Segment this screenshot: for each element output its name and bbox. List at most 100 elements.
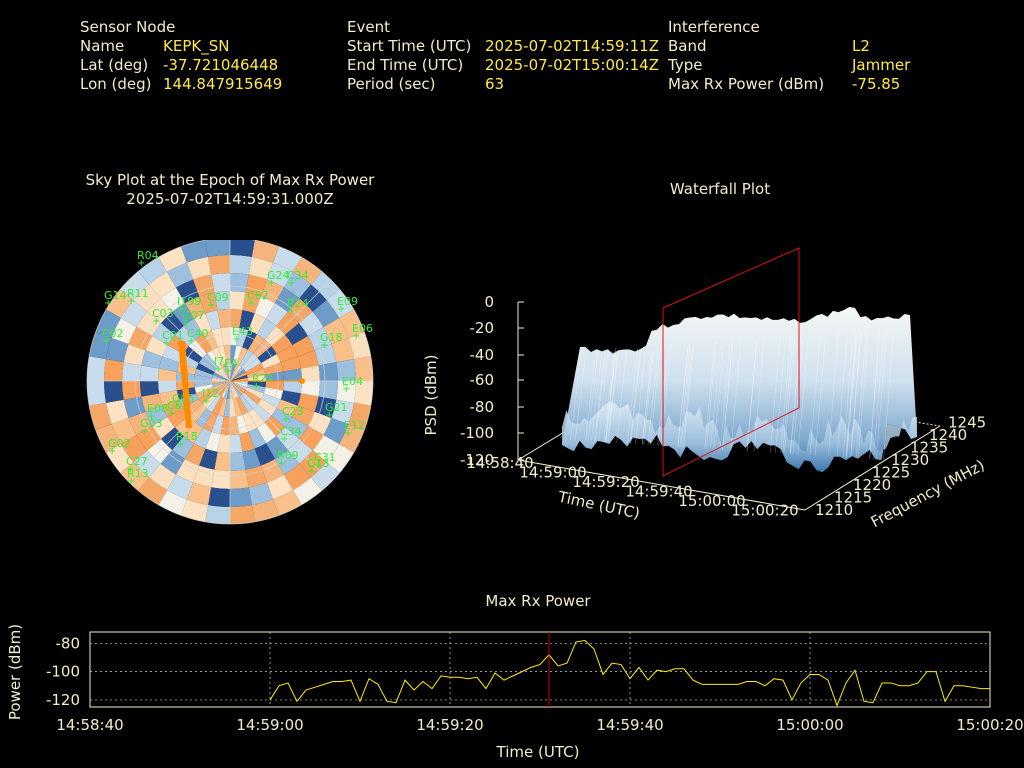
satellite-marker: + bbox=[287, 306, 295, 317]
waterfall-title: Waterfall Plot bbox=[669, 180, 771, 198]
sky-heatmap-cell bbox=[205, 310, 221, 331]
waterfall-streak bbox=[682, 346, 693, 448]
sky-heatmap-cell bbox=[230, 363, 237, 381]
event-period-label: Period (sec) bbox=[347, 75, 436, 93]
waterfall-x-tick: 14:59:00 bbox=[519, 464, 586, 482]
sky-heatmap-cell bbox=[323, 417, 349, 444]
sky-heatmap-cell bbox=[104, 381, 124, 403]
waterfall-x-tick: 15:00:20 bbox=[731, 502, 798, 520]
sky-heatmap-cell bbox=[140, 365, 160, 381]
sky-heatmap-cell bbox=[212, 396, 224, 415]
satellite-marker: + bbox=[102, 336, 110, 347]
waterfall-streak bbox=[846, 338, 858, 458]
sensor-lon-label: Lon (deg) bbox=[80, 75, 152, 93]
sky-heatmap-cell bbox=[230, 451, 246, 471]
sky-heatmap-cell bbox=[243, 357, 262, 372]
waterfall-z-tick: -100 bbox=[460, 424, 494, 442]
satellite-label: C34 bbox=[287, 269, 309, 282]
sky-heatmap-cell bbox=[214, 451, 230, 471]
sky-heatmap-cell bbox=[159, 390, 180, 406]
waterfall-x-tick: 14:58:40 bbox=[466, 454, 533, 472]
waterfall-z-tick: -40 bbox=[470, 346, 495, 364]
sky-heatmap-cell bbox=[276, 345, 298, 363]
sky-heatmap-cell bbox=[220, 416, 230, 435]
sky-heatmap-cell bbox=[194, 368, 214, 378]
sky-heatmap-cell bbox=[307, 411, 332, 435]
sky-heatmap-cell bbox=[260, 458, 284, 483]
waterfall-streak bbox=[680, 348, 692, 447]
satellite-marker: + bbox=[104, 298, 112, 309]
waterfall-streak bbox=[846, 334, 857, 458]
sky-heatmap-cell bbox=[214, 291, 230, 311]
sky-heatmap-cell bbox=[285, 323, 308, 345]
sky-heatmap-cell bbox=[103, 287, 134, 318]
waterfall-front-face bbox=[562, 401, 917, 473]
sky-heatmap-cell bbox=[87, 381, 106, 407]
satellite-marker: + bbox=[314, 460, 322, 471]
satellite-label: I7 bbox=[214, 355, 224, 368]
sky-heatmap-cell bbox=[214, 369, 230, 381]
sky-heatmap-cell bbox=[149, 271, 176, 299]
sky-heatmap-cell bbox=[230, 374, 248, 381]
bottom-x-tick: 15:00:20 bbox=[956, 716, 1023, 734]
sky-heatmap-cell bbox=[213, 381, 230, 390]
sky-heatmap-cell bbox=[233, 345, 243, 365]
sky-heatmap-cell bbox=[263, 387, 284, 400]
sky-heatmap-cell bbox=[167, 408, 189, 428]
sky-heatmap-cell bbox=[104, 359, 124, 381]
sky-heatmap-cell bbox=[248, 427, 266, 449]
sky-heatmap-cell bbox=[186, 482, 212, 506]
waterfall-streak bbox=[713, 345, 724, 450]
sky-heatmap-cell bbox=[300, 381, 320, 397]
sky-heatmap-cell bbox=[293, 477, 324, 508]
sky-heatmap-cell bbox=[246, 384, 266, 394]
waterfall-y-tick: 1230 bbox=[891, 451, 929, 469]
sky-heatmap-cell bbox=[198, 357, 217, 372]
sky-heatmap-cell bbox=[195, 408, 212, 428]
satellite-marker: + bbox=[172, 401, 180, 412]
sky-heatmap-cell bbox=[211, 327, 224, 348]
sky-heatmap-cell bbox=[275, 287, 300, 313]
satellite-marker: + bbox=[352, 331, 360, 342]
sky-heatmap-cell bbox=[230, 398, 237, 417]
satellite-label: G24 bbox=[267, 269, 290, 282]
sky-heatmap-cell bbox=[314, 396, 337, 418]
satellite-label: R18 bbox=[176, 430, 198, 443]
waterfall-streak bbox=[706, 341, 717, 449]
satellite-label: R24 bbox=[287, 297, 309, 310]
sky-heatmap-cell bbox=[266, 436, 288, 459]
waterfall-streak bbox=[677, 347, 689, 447]
waterfall-streak bbox=[683, 346, 695, 448]
sensor-lon-value: 144.847915649 bbox=[163, 75, 283, 93]
sky-heatmap-cell bbox=[120, 300, 148, 327]
sky-heatmap-cell bbox=[230, 381, 247, 390]
sky-heatmap-cell bbox=[105, 399, 129, 425]
sky-heatmap-cell bbox=[245, 274, 267, 297]
sky-heatmap-cell bbox=[239, 349, 254, 368]
sky-heatmap-cell bbox=[257, 346, 277, 363]
waterfall-streak bbox=[789, 342, 801, 454]
sky-heatmap-cell bbox=[212, 347, 224, 366]
bottom-x-tick: 14:58:40 bbox=[56, 716, 123, 734]
max-rx-power-title-text: Max Rx Power bbox=[485, 592, 591, 610]
satellite-marker: + bbox=[127, 296, 135, 307]
waterfall-z-tick: -80 bbox=[470, 398, 495, 416]
sky-heatmap-cell bbox=[230, 291, 246, 311]
sky-heatmap-cell bbox=[292, 405, 315, 426]
sky-heatmap-cell bbox=[223, 398, 230, 417]
satellite-label: G18 bbox=[320, 331, 343, 344]
waterfall-streak bbox=[570, 353, 581, 441]
sky-heatmap-cell bbox=[208, 487, 230, 507]
sky-heatmap-cell bbox=[266, 474, 293, 500]
sky-heatmap-cell bbox=[248, 256, 274, 280]
satellite-marker: + bbox=[325, 410, 333, 421]
sky-heatmap-cell bbox=[300, 365, 320, 381]
sky-heatmap-cell bbox=[265, 371, 284, 381]
sky-heatmap-cell bbox=[230, 240, 256, 257]
sky-heatmap-cell bbox=[185, 296, 206, 319]
waterfall-streak bbox=[606, 354, 618, 443]
sky-heatmap-cell bbox=[208, 255, 230, 275]
waterfall-streak bbox=[828, 331, 839, 457]
sky-heatmap-cell bbox=[194, 381, 213, 388]
sky-heatmap-cell bbox=[162, 345, 184, 363]
